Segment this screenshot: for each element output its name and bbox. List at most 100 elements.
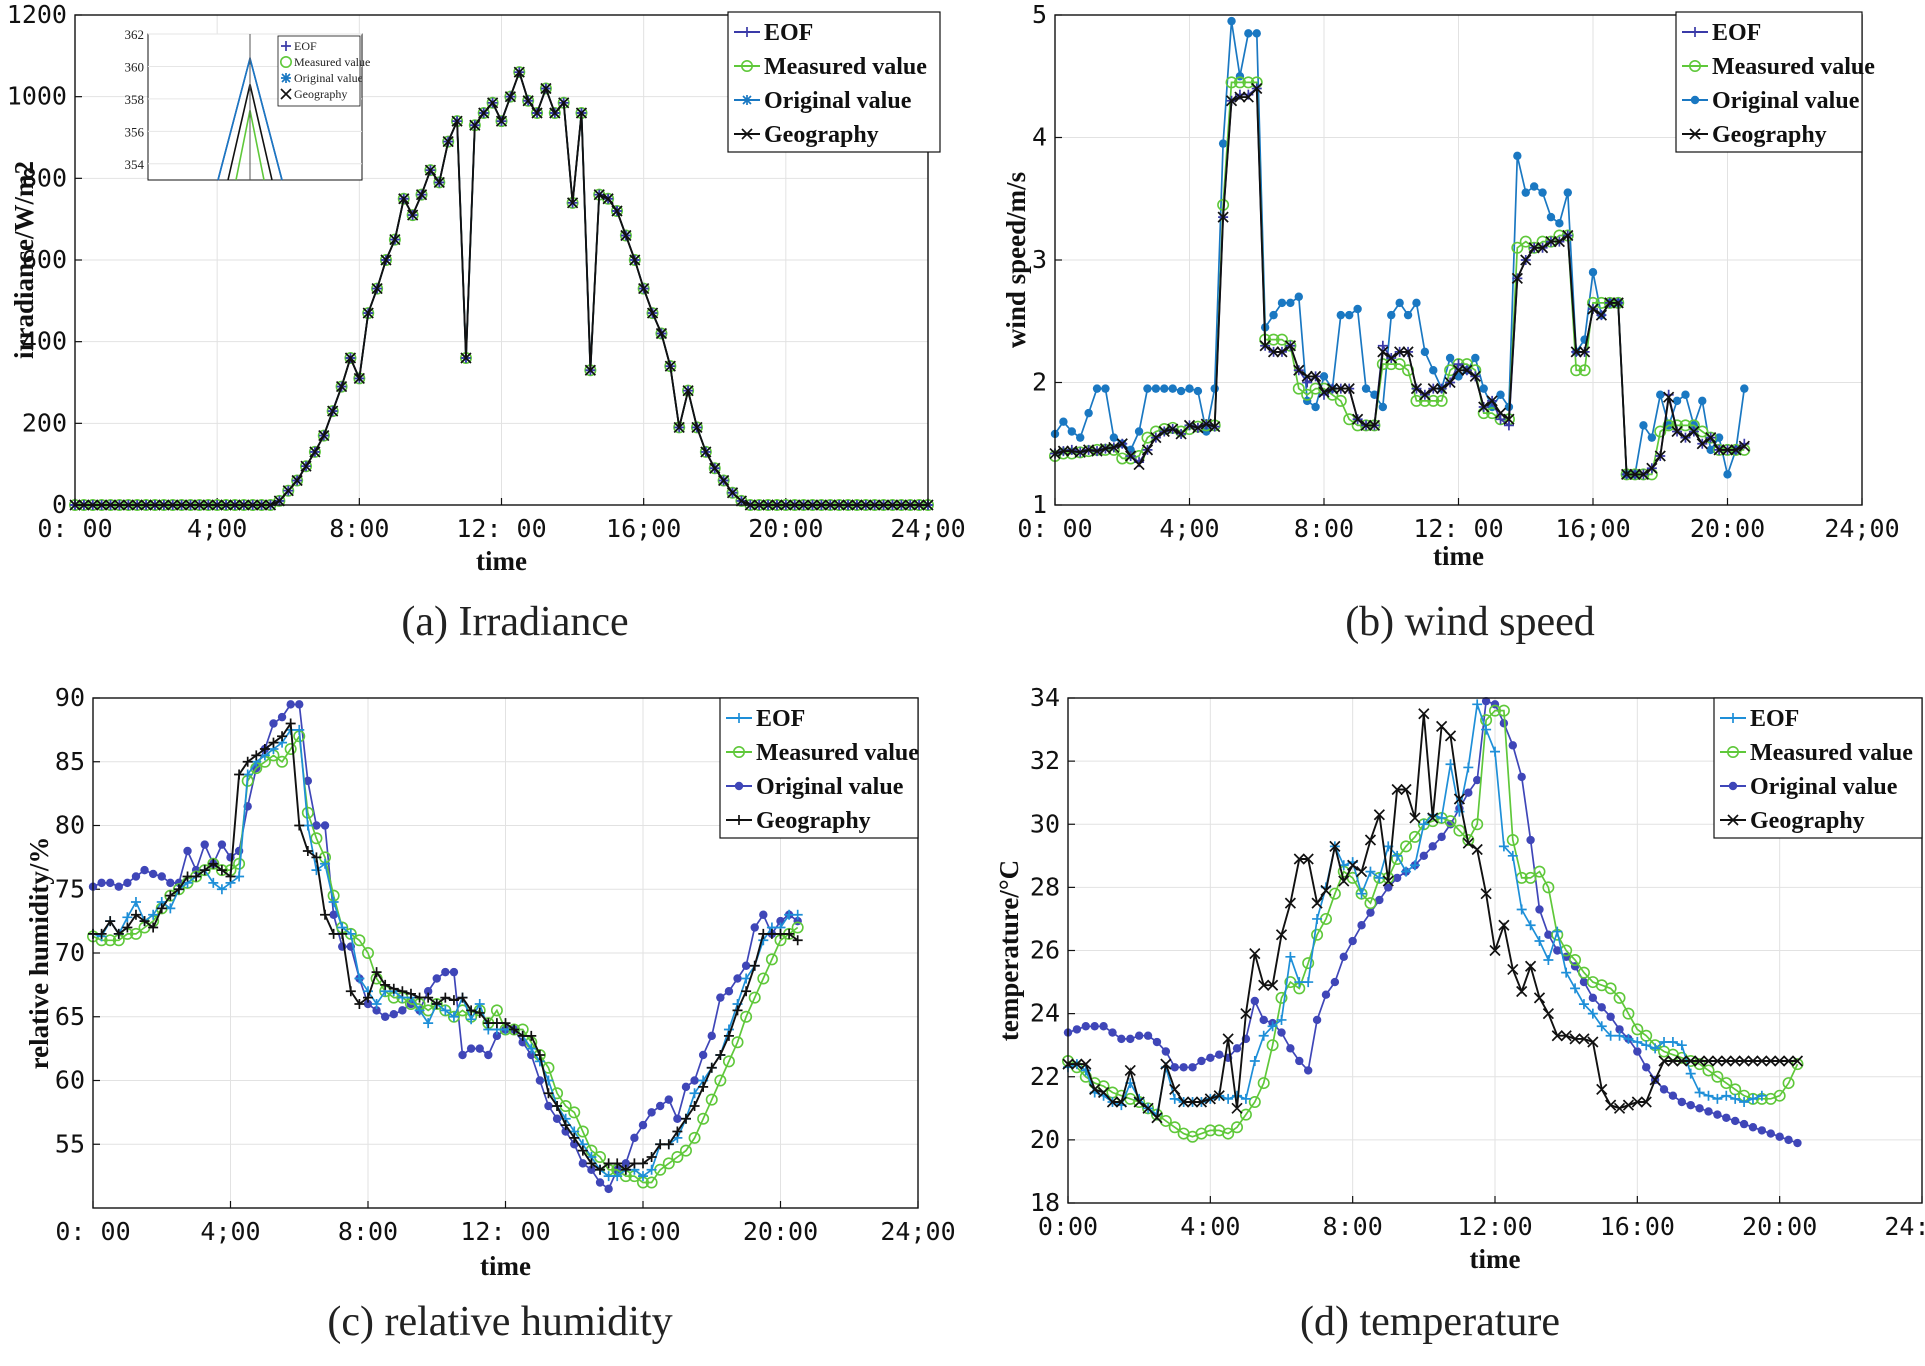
data-point [1301,370,1313,382]
data-point [1686,1100,1695,1110]
inset-legend-label: Original value [294,71,363,85]
data-point [758,928,769,939]
data-point [1453,824,1466,837]
data-point [216,884,227,895]
data-point [344,352,357,364]
data-point [1435,394,1448,407]
data-point [1410,383,1423,395]
data-point [1560,1030,1572,1042]
legend-box [1675,11,1863,153]
data-point [1250,996,1260,1006]
data-point [1642,1063,1651,1072]
data-point [1330,977,1340,987]
series-geography [1062,708,1804,1124]
data-point [1108,441,1120,454]
data-point [282,485,294,497]
data-point [1694,1087,1705,1098]
data-point [664,360,676,372]
data-point [1364,834,1377,846]
data-point [458,1050,467,1060]
x-tick-label: 8:00 [1323,1212,1383,1241]
data-point [689,1101,700,1111]
data-point [1266,979,1279,991]
data-point [1720,1077,1733,1090]
data-point [673,1114,682,1123]
legend-swatch-marker [734,781,744,791]
data-point [1542,881,1555,894]
data-point [706,1062,717,1073]
data-point [251,750,262,761]
data-point [1705,432,1717,444]
data-point [1533,865,1546,878]
data-point [1462,837,1474,849]
data-point [1175,428,1187,440]
data-point [1756,1055,1768,1067]
data-point [156,903,167,914]
data-point [1427,394,1440,407]
y-tick-label: 20 [1030,1125,1060,1154]
series-line [1067,709,1799,1138]
data-point [474,1007,485,1018]
data-point [784,928,795,939]
data-point [682,385,694,397]
data-point [1615,1025,1624,1034]
data-point [1080,1065,1091,1076]
data-point [1067,427,1077,436]
data-point [1587,1008,1598,1019]
data-point [1176,386,1186,396]
data-point [388,233,401,246]
data-point [1227,16,1236,26]
data-point [1478,401,1490,413]
data-point [1311,402,1320,412]
data-point [1562,229,1574,242]
data-point [1309,370,1322,382]
y-tick-label: 65 [55,1002,85,1031]
data-point [1647,433,1657,442]
data-point [440,992,451,1003]
data-point [1570,346,1582,358]
data-point [1711,1055,1724,1067]
data-point [1092,384,1102,393]
data-point [1765,1055,1777,1067]
data-point [415,188,428,201]
x-tick-label: 4;00 [200,1217,260,1246]
data-point [663,1139,674,1150]
y-tick-label: 26 [1030,936,1060,965]
data-point [1200,418,1212,430]
legend-swatch-marker [740,59,753,72]
data-point [544,1101,553,1111]
data-point [1244,29,1253,38]
data-point [1134,1031,1144,1040]
data-point [1713,1110,1722,1119]
data-point [1099,1022,1108,1031]
data-point [234,871,245,882]
data-point [372,1006,381,1015]
data-point [1066,444,1077,455]
data-point [1071,1058,1083,1070]
x-tick-label: 12: 00 [1413,514,1503,543]
data-point [1326,383,1339,395]
data-point [587,1165,596,1174]
data-point [318,429,330,442]
data-point [1401,866,1412,877]
data-point [699,445,712,458]
data-point [1394,346,1406,358]
data-point [718,474,730,487]
data-point [1387,310,1396,320]
data-point [1563,188,1572,197]
data-point [1472,699,1483,710]
data-point [1318,386,1330,398]
inset-legend-box [277,35,361,107]
data-point [1534,936,1545,947]
data-point [1497,704,1510,717]
inset-zoom: 354 356 358 360 362 EOF Measured value Original… [125,27,370,181]
data-point [1195,1096,1208,1108]
data-point [1277,298,1287,308]
data-point [1142,1102,1154,1114]
data-point [662,1157,675,1170]
data-point [1321,990,1331,999]
data-point [1526,835,1535,845]
y-tick-label: 3 [1032,245,1047,274]
data-point [363,992,373,1003]
data-point [1204,1093,1216,1105]
